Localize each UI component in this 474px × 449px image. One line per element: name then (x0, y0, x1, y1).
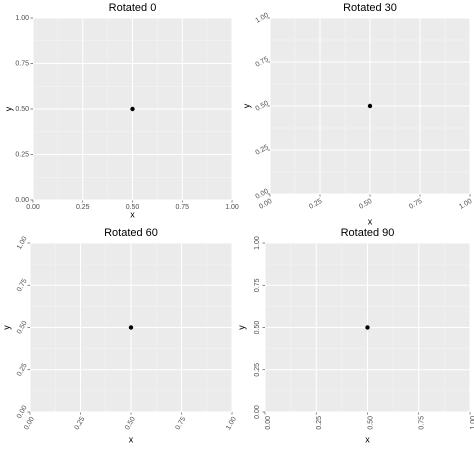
y-tick-label: 1.00 (255, 12, 270, 25)
y-tick-label: 0.25 (255, 144, 270, 157)
x-tick-label: 0.00 (258, 198, 273, 211)
x-tick-label: 0.75 (419, 416, 426, 430)
y-axis-title: y (3, 106, 13, 111)
x-tick-label: 0.75 (408, 198, 423, 211)
x-tick-label: 1.00 (225, 204, 239, 211)
x-tick-label: 0.75 (175, 416, 188, 431)
y-tick-label: 0.50 (254, 321, 261, 335)
y-tick-label: 0.75 (16, 278, 29, 293)
y-tick-label: 0.75 (254, 278, 261, 292)
y-tick-label: 1.00 (16, 235, 29, 250)
x-axis-title: x (130, 209, 135, 219)
x-tick-label: 0.50 (367, 416, 374, 430)
x-tick-label: 1.00 (225, 416, 238, 431)
y-tick-label: 0.50 (255, 100, 270, 113)
y-tick-label: 0.25 (16, 362, 29, 377)
x-tick-label: 0.75 (175, 204, 189, 211)
y-tick-label: 0.00 (15, 197, 29, 204)
chart-title: Rotated 30 (343, 2, 397, 14)
x-tick-label: 0.50 (124, 416, 137, 431)
x-tick-label: 0.50 (358, 198, 373, 211)
x-axis-title: x (129, 434, 134, 444)
x-tick-label: 0.00 (265, 416, 272, 430)
x-tick-label: 0.50 (126, 204, 140, 211)
x-axis-title: x (368, 216, 373, 226)
point (128, 325, 134, 330)
y-axis-title: y (236, 325, 246, 330)
x-axis-title: x (365, 434, 370, 444)
chart-title: Rotated 90 (341, 227, 395, 239)
y-tick-label: 0.50 (15, 106, 29, 113)
y-tick-label: 0.25 (254, 363, 261, 377)
y-tick-label: 1.00 (15, 15, 29, 22)
y-tick-label: 0.25 (15, 151, 29, 158)
x-tick-label: 0.00 (26, 204, 40, 211)
x-tick-label: 0.25 (308, 198, 323, 211)
y-tick-label: 1.00 (254, 236, 261, 250)
x-tick-label: 0.00 (23, 416, 36, 431)
y-tick-label: 0.00 (16, 404, 29, 419)
x-tick-label: 1.00 (458, 198, 473, 211)
x-tick-label: 0.25 (74, 416, 87, 431)
y-axis-title: y (241, 103, 251, 108)
y-axis-title: y (1, 325, 11, 330)
y-tick-label: 0.75 (255, 56, 270, 69)
chart-title: Rotated 60 (104, 227, 158, 239)
point (367, 103, 373, 109)
x-tick-label: 0.25 (316, 416, 323, 430)
point (365, 325, 370, 330)
x-tick-label: 0.25 (76, 204, 90, 211)
chart-title: Rotated 0 (109, 2, 157, 14)
y-tick-label: 0.50 (16, 320, 29, 335)
y-tick-label: 0.75 (15, 60, 29, 67)
x-tick-label: 1.00 (470, 416, 474, 430)
point (130, 106, 135, 112)
y-tick-label: 0.00 (254, 405, 261, 419)
